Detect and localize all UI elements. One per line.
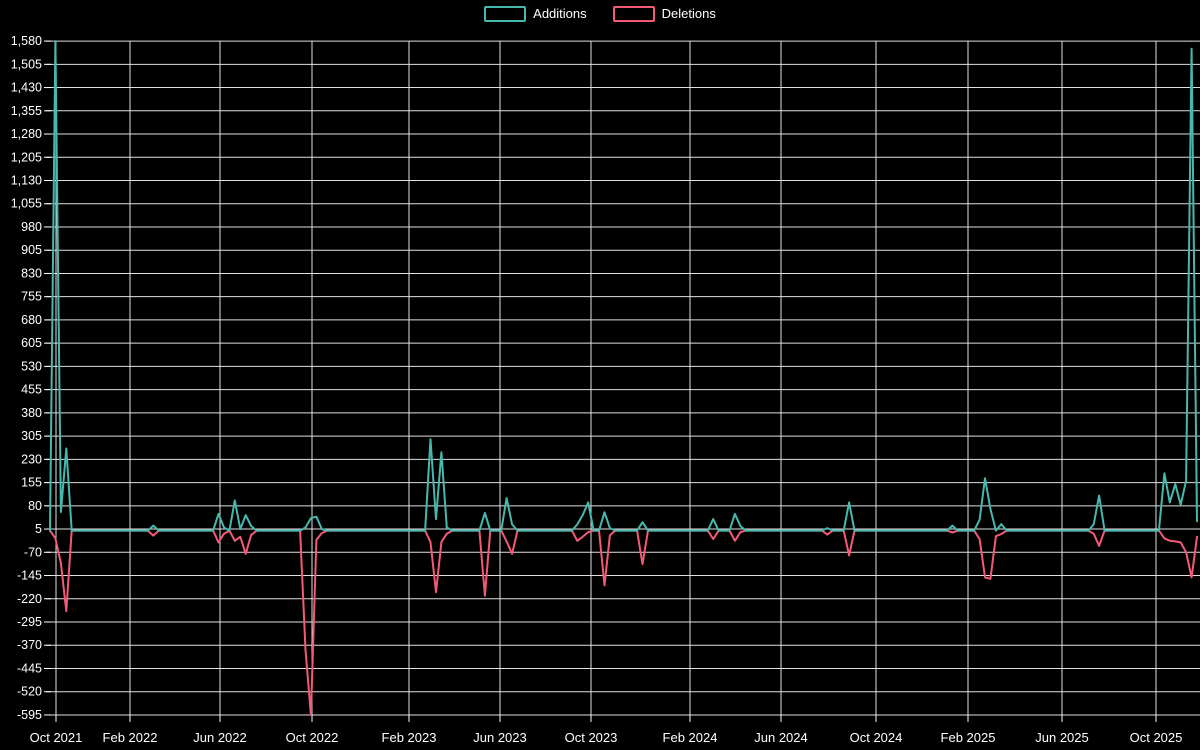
y-tick-label: 830 bbox=[21, 266, 42, 280]
x-tick-label: Oct 2022 bbox=[286, 730, 339, 745]
y-tick-label: 1,505 bbox=[11, 57, 42, 71]
y-tick-label: 1,205 bbox=[11, 150, 42, 164]
y-tick-label: 305 bbox=[21, 429, 42, 443]
y-tick-label: 1,430 bbox=[11, 81, 42, 95]
x-tick-label: Jun 2022 bbox=[193, 730, 247, 745]
y-tick-label: 380 bbox=[21, 406, 42, 420]
additions-swatch-icon bbox=[484, 6, 527, 22]
y-tick-label: 80 bbox=[28, 499, 42, 513]
x-tick-label: Feb 2024 bbox=[663, 730, 718, 745]
legend-item-additions[interactable]: Additions bbox=[484, 6, 587, 22]
y-tick-label: 155 bbox=[21, 476, 42, 490]
y-tick-label: 230 bbox=[21, 452, 42, 466]
x-tick-label: Feb 2022 bbox=[103, 730, 158, 745]
y-tick-label: 1,280 bbox=[11, 127, 42, 141]
chart-legend: Additions Deletions bbox=[0, 6, 1200, 22]
x-tick-label: Jun 2024 bbox=[754, 730, 808, 745]
x-tick-label: Oct 2024 bbox=[850, 730, 903, 745]
y-tick-label: 980 bbox=[21, 220, 42, 234]
x-tick-label: Oct 2021 bbox=[30, 730, 83, 745]
y-tick-label: 605 bbox=[21, 336, 42, 350]
x-tick-label: Feb 2023 bbox=[382, 730, 437, 745]
y-tick-label: 455 bbox=[21, 383, 42, 397]
y-tick-label: -445 bbox=[17, 661, 42, 675]
y-tick-label: 5 bbox=[35, 522, 42, 536]
y-tick-label: 1,580 bbox=[11, 34, 42, 48]
x-tick-label: Jun 2025 bbox=[1035, 730, 1089, 745]
y-tick-label: -370 bbox=[17, 638, 42, 652]
x-tick-label: Jun 2023 bbox=[473, 730, 527, 745]
y-tick-label: -295 bbox=[17, 615, 42, 629]
y-tick-label: -520 bbox=[17, 685, 42, 699]
y-tick-label: 530 bbox=[21, 359, 42, 373]
legend-item-deletions[interactable]: Deletions bbox=[612, 6, 716, 22]
deletions-legend-label: Deletions bbox=[661, 6, 716, 21]
x-tick-label: Oct 2023 bbox=[565, 730, 618, 745]
y-tick-label: -70 bbox=[24, 545, 42, 559]
additions-legend-label: Additions bbox=[533, 6, 587, 21]
y-tick-label: 680 bbox=[21, 313, 42, 327]
y-tick-label: 1,055 bbox=[11, 197, 42, 211]
y-tick-label: 1,355 bbox=[11, 104, 42, 118]
additions-series-line bbox=[49, 40, 1198, 532]
y-tick-label: 905 bbox=[21, 243, 42, 257]
deletions-swatch-icon bbox=[612, 6, 655, 22]
x-tick-label: Oct 2025 bbox=[1130, 730, 1183, 745]
x-tick-label: Feb 2025 bbox=[941, 730, 996, 745]
y-tick-label: -220 bbox=[17, 592, 42, 606]
deletions-series-line bbox=[49, 529, 1198, 716]
y-tick-label: 755 bbox=[21, 290, 42, 304]
y-tick-label: 1,130 bbox=[11, 174, 42, 188]
y-tick-label: -595 bbox=[17, 708, 42, 722]
y-tick-label: -145 bbox=[17, 569, 42, 583]
